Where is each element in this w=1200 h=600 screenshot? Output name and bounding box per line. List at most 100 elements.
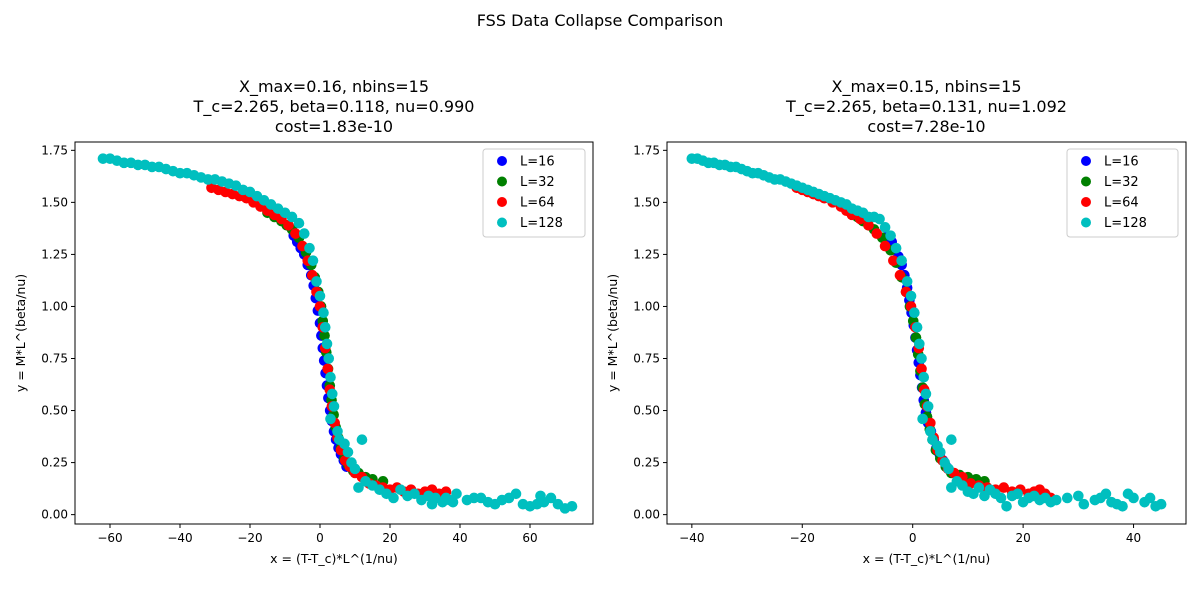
x-tick-label: 40 (1126, 531, 1141, 545)
legend-label: L=16 (1104, 155, 1139, 170)
data-point (307, 255, 319, 266)
data-point (916, 353, 927, 364)
y-tick-label: 1.50 (41, 195, 68, 209)
y-tick-label: 0.50 (633, 404, 660, 418)
left-series-l128 (97, 153, 578, 514)
data-point (1128, 492, 1139, 504)
left-axes-frame (74, 141, 594, 525)
data-point (946, 434, 957, 445)
x-tick-label: 20 (382, 531, 397, 545)
legend-marker (1081, 156, 1091, 166)
y-tick-label: 1.75 (633, 143, 660, 157)
legend-marker (497, 197, 507, 207)
data-point (890, 242, 902, 254)
legend-marker (1081, 217, 1091, 228)
x-tick-label: −40 (167, 531, 192, 545)
legend-label: L=64 (1104, 196, 1139, 211)
data-point (353, 482, 364, 493)
y-tick-label: 0.00 (633, 508, 660, 522)
data-point (321, 338, 333, 350)
data-point (298, 228, 310, 239)
data-point (965, 478, 976, 489)
left-panel: X_max=0.16, nbins=15T_c=2.265, beta=0.11… (13, 77, 594, 566)
data-point (1012, 488, 1023, 500)
data-point (879, 240, 891, 252)
data-point (325, 413, 336, 425)
legend-label: L=64 (520, 196, 555, 211)
data-point (909, 307, 920, 319)
data-point (304, 242, 315, 254)
data-point (914, 338, 925, 350)
legend-label: L=128 (520, 216, 563, 231)
data-point (409, 488, 420, 500)
legend-marker (497, 176, 507, 187)
data-point (1155, 498, 1167, 510)
data-point (388, 492, 399, 504)
data-point (395, 484, 406, 495)
legend-marker (497, 156, 507, 166)
right-x-axis-label: x = (T-T_c)*L^(1/nu) (863, 551, 991, 566)
data-point (885, 230, 896, 241)
figure-suptitle: FSS Data Collapse Comparison (477, 11, 723, 30)
data-point (888, 255, 899, 266)
legend-label: L=32 (1104, 175, 1139, 190)
y-tick-label: 0.75 (633, 352, 660, 366)
data-point (894, 269, 906, 281)
legend-box (1066, 148, 1179, 238)
x-tick-label: 40 (452, 531, 467, 545)
data-point (925, 417, 936, 429)
y-tick-label: 0.50 (41, 404, 68, 418)
data-point (920, 388, 932, 400)
legend-label: L=32 (520, 175, 555, 190)
x-tick-label: −20 (237, 531, 262, 545)
data-point (510, 488, 522, 500)
data-point (916, 363, 927, 375)
data-point (998, 482, 1010, 493)
legend-label: L=16 (520, 155, 555, 170)
data-point (943, 463, 954, 475)
data-point (326, 388, 338, 400)
right-legend: L=16 L=32 L=64 L=128 (1066, 148, 1179, 238)
data-point (995, 492, 1007, 504)
data-point (935, 446, 946, 458)
y-tick-label: 1.00 (633, 299, 660, 313)
x-tick-label: 0 (316, 531, 324, 545)
data-point (339, 438, 350, 450)
legend-marker (1081, 197, 1091, 207)
data-point (311, 276, 322, 287)
data-point (323, 353, 335, 364)
data-point (1050, 494, 1062, 506)
right-title-line-2: T_c=2.265, beta=0.131, nu=1.092 (785, 97, 1067, 117)
x-tick-label: −20 (790, 531, 815, 545)
data-point (905, 290, 917, 302)
data-point (318, 307, 329, 319)
x-tick-label: 0 (909, 531, 917, 545)
data-point (1001, 501, 1012, 512)
y-tick-label: 1.50 (633, 195, 660, 209)
data-point (314, 290, 326, 302)
right-title-line-3: cost=7.28e-10 (867, 117, 985, 136)
y-tick-label: 1.00 (41, 299, 68, 313)
left-points (97, 153, 578, 514)
data-point (1144, 492, 1156, 504)
data-point (879, 222, 891, 233)
data-point (896, 255, 907, 266)
data-point (332, 426, 343, 437)
legend-marker (497, 217, 507, 228)
data-point (319, 330, 330, 341)
data-point (922, 401, 934, 412)
y-tick-label: 0.75 (41, 352, 68, 366)
left-title-line-1: X_max=0.16, nbins=15 (239, 77, 429, 97)
data-point (973, 482, 985, 493)
legend-marker (1081, 176, 1091, 187)
data-point (356, 434, 368, 445)
data-point (1061, 492, 1073, 504)
data-point (342, 446, 354, 458)
x-tick-label: −40 (679, 531, 704, 545)
data-point (1073, 490, 1084, 502)
y-tick-label: 0.25 (41, 456, 68, 470)
data-point (322, 363, 334, 375)
data-point (290, 228, 301, 239)
data-point (925, 426, 936, 437)
data-point (917, 413, 928, 425)
